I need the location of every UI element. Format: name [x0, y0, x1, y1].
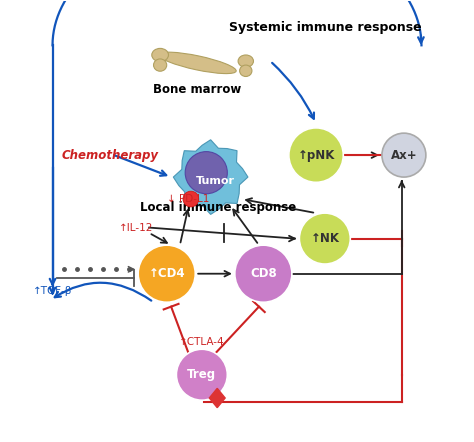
Text: ↑CTLA-4: ↑CTLA-4 — [179, 337, 225, 347]
Ellipse shape — [152, 48, 168, 61]
Text: Local immune response: Local immune response — [140, 201, 297, 214]
Text: Systemic immune response: Systemic immune response — [228, 21, 421, 34]
Circle shape — [289, 128, 343, 183]
Text: Treg: Treg — [187, 368, 217, 381]
Text: Bone marrow: Bone marrow — [154, 83, 242, 96]
Text: ↑TGF-β: ↑TGF-β — [33, 286, 72, 296]
Polygon shape — [173, 140, 248, 214]
Polygon shape — [210, 389, 225, 408]
Circle shape — [183, 191, 199, 207]
Ellipse shape — [240, 65, 252, 76]
Circle shape — [185, 152, 228, 194]
Circle shape — [176, 349, 228, 400]
Circle shape — [382, 133, 426, 177]
Ellipse shape — [154, 59, 167, 71]
Text: Ax+: Ax+ — [391, 149, 417, 162]
Text: ↑IL-12: ↑IL-12 — [118, 223, 153, 232]
Text: CD8: CD8 — [250, 267, 277, 280]
Text: ↑NK: ↑NK — [310, 232, 339, 245]
Circle shape — [300, 213, 350, 264]
Circle shape — [138, 245, 195, 302]
Ellipse shape — [238, 55, 254, 67]
Text: ↑pNK: ↑pNK — [297, 149, 335, 162]
Ellipse shape — [159, 52, 236, 74]
Text: Tumor: Tumor — [196, 176, 235, 187]
Text: Chemotherapy: Chemotherapy — [61, 149, 158, 162]
Text: ↑CD4: ↑CD4 — [148, 267, 185, 280]
Text: ↓ PD-L1: ↓ PD-L1 — [167, 194, 209, 204]
Circle shape — [235, 245, 292, 302]
